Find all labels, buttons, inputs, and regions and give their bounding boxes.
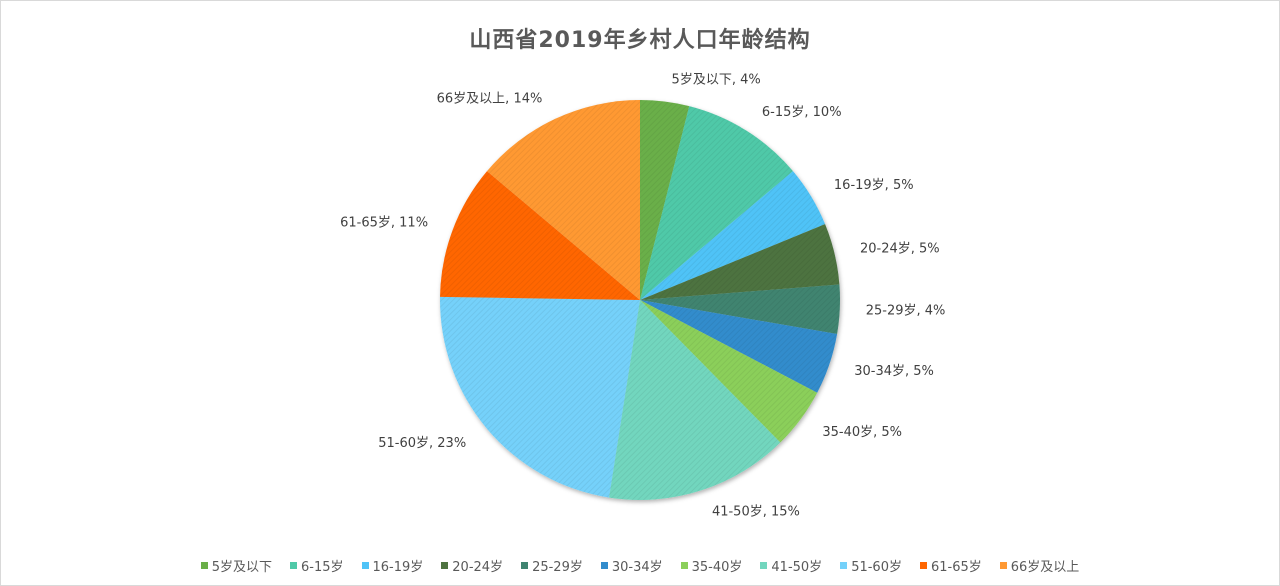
legend-item: 66岁及以上: [999, 556, 1080, 575]
pie-slice-hatch: [640, 171, 826, 300]
legend-label: 30-34岁: [611, 560, 663, 575]
data-label: 16-19岁, 5%: [834, 178, 914, 193]
pie-slice-hatch: [640, 224, 840, 300]
data-label: 61-65岁, 11%: [340, 215, 428, 230]
chart-title: 山西省2019年乡村人口年龄结构: [469, 28, 811, 53]
legend-label: 41-50岁: [771, 560, 823, 575]
legend-label: 25-29岁: [532, 560, 583, 575]
pie-slice-hatch: [640, 100, 690, 300]
data-label: 66岁及以上, 14%: [437, 92, 543, 107]
legend-swatch: [840, 562, 848, 569]
legend-swatch: [441, 562, 449, 569]
legend-item: 16-19岁: [361, 556, 424, 575]
legend-label: 5岁及以下: [211, 560, 272, 575]
legend-label: 6-15岁: [300, 560, 344, 575]
legend-item: 61-65岁: [919, 556, 982, 575]
legend-label: 61-65岁: [930, 560, 982, 575]
pie-slice-hatch: [640, 300, 818, 443]
legend-swatch: [600, 562, 608, 569]
data-label: 6-15岁, 10%: [762, 105, 842, 120]
legend-item: 25-29岁: [521, 556, 583, 575]
data-label: 25-29岁, 4%: [866, 303, 946, 318]
pie-slice-hatch: [440, 171, 640, 300]
pie-slice-hatch: [640, 300, 838, 393]
data-label: 35-40岁, 5%: [822, 425, 902, 440]
legend-item: 51-60岁: [840, 556, 902, 575]
legend-item: 5岁及以下: [200, 556, 272, 575]
data-label: 20-24岁, 5%: [860, 242, 940, 257]
legend-label: 66岁及以上: [1010, 560, 1080, 575]
pie-slice-hatch: [640, 284, 840, 335]
data-label: 41-50岁, 15%: [712, 504, 800, 519]
data-label: 5岁及以下, 4%: [672, 73, 761, 88]
pie-slice-hatch: [440, 296, 640, 498]
legend-swatch: [200, 562, 208, 569]
legend-label: 20-24岁: [452, 560, 504, 575]
legend-item: 6-15岁: [289, 556, 344, 575]
legend-label: 16-19岁: [372, 560, 424, 575]
data-label: 51-60岁, 23%: [378, 436, 466, 451]
legend-swatch: [521, 562, 529, 569]
legend-item: 30-34岁: [600, 556, 663, 575]
legend-label: 35-40岁: [691, 560, 743, 575]
legend-swatch: [680, 562, 688, 569]
legend-swatch: [361, 562, 369, 569]
legend-swatch: [760, 562, 768, 569]
legend-swatch: [289, 562, 297, 569]
legend: 5岁及以下 6-15岁 16-19岁 20-24岁 25-29岁 30-34岁 35-40岁…: [0, 556, 1280, 575]
legend-item: 35-40岁: [680, 556, 743, 575]
legend-label: 51-60岁: [851, 560, 902, 575]
pie-slice-hatch: [609, 300, 781, 500]
legend-item: 20-24岁: [441, 556, 503, 575]
pie-slice-hatch: [640, 106, 793, 300]
legend-swatch: [919, 562, 927, 569]
legend-item: 41-50岁: [760, 556, 822, 575]
data-label: 30-34岁, 5%: [854, 364, 934, 379]
legend-swatch: [999, 562, 1007, 569]
pie-slice-hatch: [487, 100, 640, 300]
